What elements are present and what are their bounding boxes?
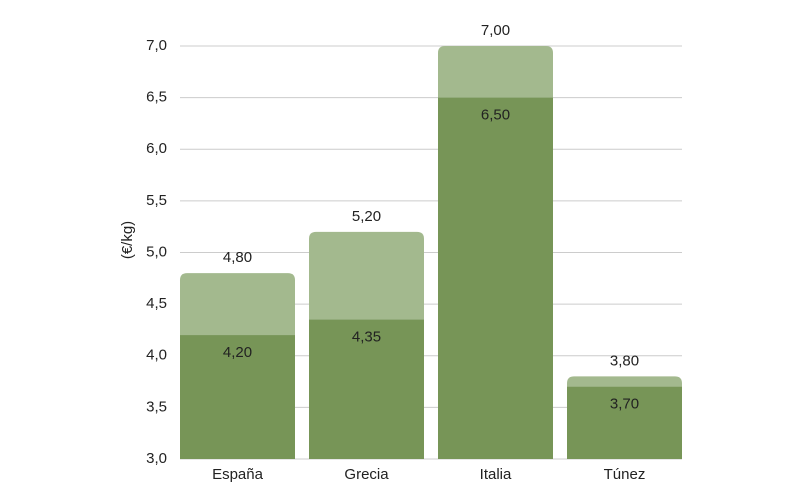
- value-label: 5,20: [352, 208, 381, 225]
- y-tick-label: 6,0: [146, 140, 167, 157]
- y-tick-label: 4,0: [146, 347, 167, 364]
- y-tick-label: 5,5: [146, 192, 167, 209]
- value-label: 3,80: [610, 352, 639, 369]
- y-tick-label: 4,5: [146, 295, 167, 312]
- bar: [309, 319, 424, 459]
- x-tick-label: Italia: [480, 466, 512, 483]
- x-tick-label: España: [212, 466, 264, 483]
- value-label: 4,35: [352, 329, 381, 346]
- y-tick-label: 3,5: [146, 398, 167, 415]
- y-tick-label: 7,0: [146, 37, 167, 54]
- y-axis-label: (€/kg): [119, 221, 136, 259]
- x-tick-label: Túnez: [604, 466, 646, 483]
- value-label: 4,20: [223, 344, 252, 361]
- value-label: 3,70: [610, 396, 639, 413]
- x-tick-label: Grecia: [344, 466, 389, 483]
- bar: [567, 386, 682, 459]
- value-label: 4,80: [223, 249, 252, 266]
- bar: [180, 335, 295, 459]
- value-label: 7,00: [481, 22, 510, 39]
- bar: [438, 97, 553, 459]
- y-tick-label: 3,0: [146, 450, 167, 467]
- value-label: 6,50: [481, 107, 510, 124]
- y-tick-label: 5,0: [146, 243, 167, 260]
- y-tick-label: 6,5: [146, 89, 167, 106]
